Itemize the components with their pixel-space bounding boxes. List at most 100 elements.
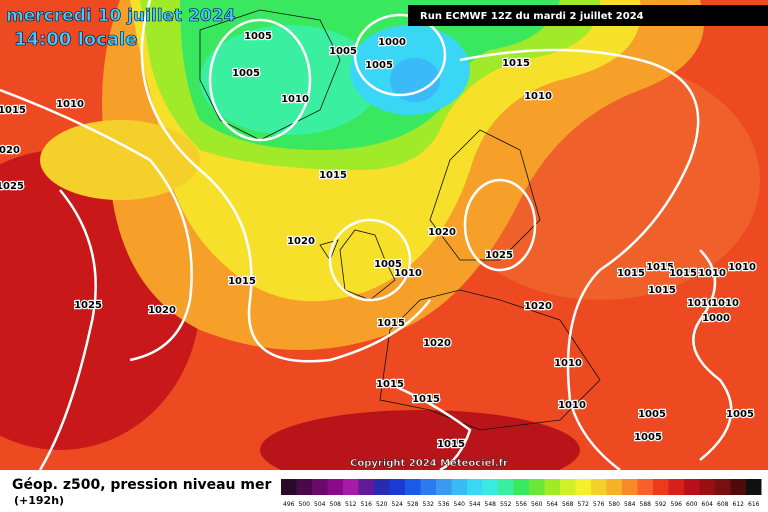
- isobar-label: 1000: [378, 37, 406, 48]
- scale-swatch: [544, 479, 560, 495]
- scale-swatch: [637, 479, 653, 495]
- scale-swatch: [389, 479, 405, 495]
- isobars: [0, 0, 733, 461]
- run-box: [408, 5, 768, 26]
- isobar-label: 1015: [0, 105, 26, 116]
- scale-swatch: [436, 479, 452, 495]
- map-subtitle: 14:00 locale: [14, 29, 137, 50]
- isobar-label: 1005: [638, 409, 666, 420]
- isobar-label: 1000: [702, 313, 730, 324]
- isobar-label: 1020: [148, 305, 176, 316]
- scale-label: 580: [609, 501, 621, 508]
- scale-label: 528: [407, 501, 419, 508]
- isobar-label: 1005: [329, 46, 357, 57]
- scale-label: 508: [330, 501, 342, 508]
- isobar-label: 1005: [232, 68, 260, 79]
- scale-swatch: [281, 479, 297, 495]
- scale-label: 560: [531, 501, 543, 508]
- isobar-label: 1015: [228, 276, 256, 287]
- isobar-label: 1005: [244, 31, 272, 42]
- scale-label: 572: [578, 501, 590, 508]
- isobar-label: 1010: [394, 268, 422, 279]
- scale-label: 556: [516, 501, 528, 508]
- scale-label: 588: [640, 501, 652, 508]
- scale-label: 592: [655, 501, 667, 508]
- scale-label: 604: [702, 501, 714, 508]
- scale-label: 544: [469, 501, 481, 508]
- isobar-label: 1005: [726, 409, 754, 420]
- isobar-label: 1020: [423, 338, 451, 349]
- scale-label: 576: [593, 501, 605, 508]
- scale-swatch: [715, 479, 731, 495]
- scale-swatch: [684, 479, 700, 495]
- scale-label: 548: [485, 501, 497, 508]
- isobar-label: 1025: [485, 250, 513, 261]
- scale-swatch: [591, 479, 607, 495]
- scale-swatch: [343, 479, 359, 495]
- scale-swatch: [606, 479, 622, 495]
- scale-swatch: [622, 479, 638, 495]
- copyright: Copyright 2024 Meteociel.fr: [350, 458, 508, 469]
- isobar-label: 1010: [698, 268, 726, 279]
- scale-swatch: [405, 479, 421, 495]
- scale-swatch: [374, 479, 390, 495]
- scale-label: 540: [454, 501, 466, 508]
- scale-label: 520: [376, 501, 388, 508]
- isobar-label: 1015: [412, 394, 440, 405]
- scale-swatch: [513, 479, 529, 495]
- scale-label: 516: [361, 501, 373, 508]
- footer-title: Géop. z500, pression niveau mer: [12, 477, 271, 493]
- isobar-label: 1005: [374, 259, 402, 270]
- isobar-label: 1010: [56, 99, 84, 110]
- map-title: mercredi 10 juillet 2024: [6, 6, 236, 26]
- scale-swatch: [358, 479, 374, 495]
- scale-label: 496: [283, 501, 295, 508]
- scale-swatch: [746, 479, 762, 495]
- isobar-label: 1015: [648, 285, 676, 296]
- scale-label: 512: [345, 501, 357, 508]
- isobar-label: 1015: [669, 268, 697, 279]
- scale-label: 536: [438, 501, 450, 508]
- scale-label: 600: [686, 501, 698, 508]
- isobar-label: 1015: [377, 318, 405, 329]
- isobar-label: 1010: [558, 400, 586, 411]
- isobar-label: 1005: [365, 60, 393, 71]
- isobar-label: 1020: [287, 236, 315, 247]
- field: [0, 0, 768, 490]
- scale-label: 568: [562, 501, 574, 508]
- scale-swatch: [730, 479, 746, 495]
- scale-label: 500: [299, 501, 311, 508]
- isobar-label: 1015: [646, 262, 674, 273]
- isobar-label: 1020: [524, 301, 552, 312]
- forecast-lead: (+192h): [14, 494, 64, 507]
- scale-label: 584: [624, 501, 636, 508]
- scale-label: 564: [547, 501, 559, 508]
- scale-label: 532: [423, 501, 435, 508]
- scale-swatch: [420, 479, 436, 495]
- isobar-label: 1020: [428, 227, 456, 238]
- isobar-label: 1010: [687, 298, 715, 309]
- coastlines: [199, 9, 601, 431]
- isobar-label: 1010: [281, 94, 309, 105]
- scale-label: 612: [733, 501, 745, 508]
- scale-label: 524: [392, 501, 404, 508]
- scale-swatch: [560, 479, 576, 495]
- isobar-label: 1010: [711, 298, 739, 309]
- isobar-label: 1015: [376, 379, 404, 390]
- scale-label: 596: [671, 501, 683, 508]
- scale-swatch: [482, 479, 498, 495]
- scale-swatch: [575, 479, 591, 495]
- scale-swatch: [451, 479, 467, 495]
- color-scale: 496 500 504 508 512 516 520 524 528 532 536 540 544 5…: [281, 479, 762, 508]
- isobar-label: 1015: [617, 268, 645, 279]
- isobar-label: 1015: [437, 439, 465, 450]
- isobar-label: 1025: [0, 181, 24, 192]
- isobar-label: 1020: [0, 145, 20, 156]
- run-info: Run ECMWF 12Z du mardi 2 juillet 2024: [420, 11, 644, 22]
- isobar-label: 1010: [728, 262, 756, 273]
- isobar-label: 1015: [319, 170, 347, 181]
- scale-label: 616: [748, 501, 760, 508]
- scale-swatch: [327, 479, 343, 495]
